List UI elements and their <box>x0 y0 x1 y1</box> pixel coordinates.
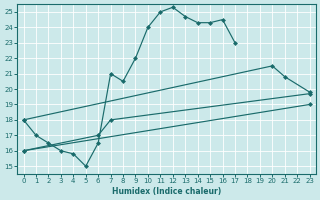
X-axis label: Humidex (Indice chaleur): Humidex (Indice chaleur) <box>112 187 221 196</box>
